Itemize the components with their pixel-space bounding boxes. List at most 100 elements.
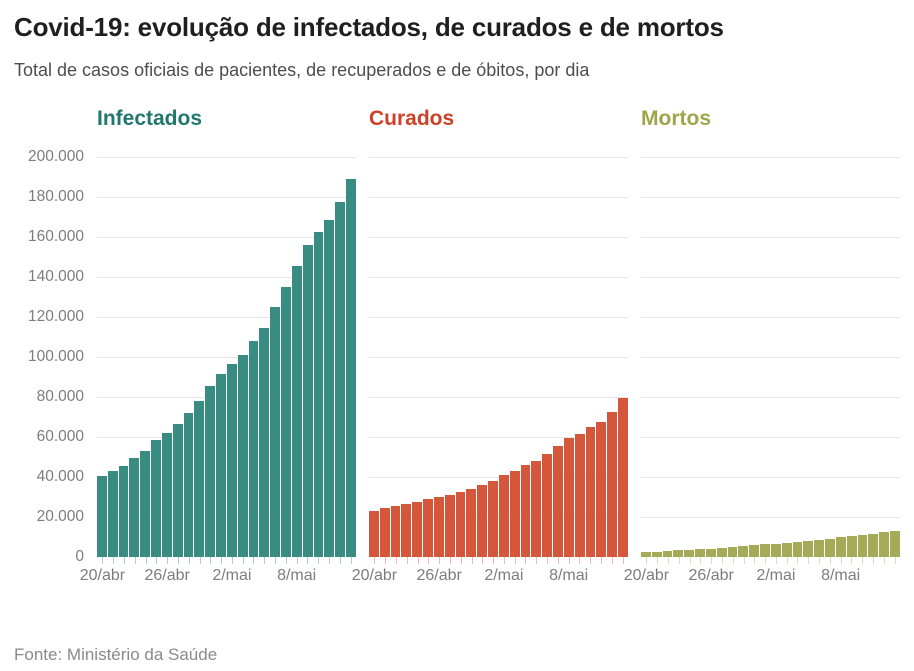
y-axis-label: 0 [75,548,84,565]
x-tick [667,557,669,564]
bar [346,179,356,557]
bar [553,446,563,557]
gridline [641,517,900,518]
x-tick [428,557,430,564]
bar [825,538,835,557]
gridline [641,237,900,238]
panel-title-infectados: Infectados [97,107,203,130]
gridline [97,437,356,438]
x-tick [307,557,309,564]
x-tick [134,557,136,564]
x-tick [525,557,527,564]
x-tick [210,557,212,564]
bar [401,503,412,557]
gridline [641,357,900,358]
x-tick [568,557,570,564]
x-tick [102,557,104,564]
plot-area-mortos [641,157,900,557]
x-tick [786,557,788,564]
bar [369,511,379,557]
x-tick [547,557,549,564]
bar [607,411,618,557]
bar [248,341,259,557]
gridline [369,277,628,278]
x-tick [765,557,767,564]
bar [651,551,662,557]
x-tick [590,557,592,564]
x-tick [557,557,559,564]
x-tick [253,557,255,564]
bar [488,480,498,557]
bar [738,546,749,557]
x-axis-ticks [369,557,628,565]
bar [814,539,825,557]
gridline [641,277,900,278]
x-axis-label: 26/abr [688,567,734,584]
x-axis-label: 26/abr [144,567,190,584]
x-tick [622,557,624,564]
bar [172,424,183,557]
bar [803,541,814,557]
page-title: Covid-19: evolução de infectados, de cur… [14,12,724,42]
bar [835,537,846,557]
bar [444,494,455,557]
panel-head: Curados [369,107,628,157]
bar [466,488,477,557]
bar [574,433,585,557]
bar [890,530,900,557]
plot-area-curados [369,157,628,557]
x-tick [493,557,495,564]
bar [857,534,868,557]
gridline [369,437,628,438]
x-tick [156,557,158,564]
bar [216,373,226,557]
x-axis-labels: 20/abr 26/abr 2/mai 8/mai [80,565,356,591]
y-axis-label: 180.000 [27,188,84,205]
x-tick [123,557,125,564]
x-tick [145,557,147,564]
gridline [97,357,356,358]
y-axis-label: 140.000 [27,268,84,285]
gridline [369,517,628,518]
x-axis-ticks [641,557,900,565]
y-axis-label: 120.000 [27,308,84,325]
x-tick [395,557,397,564]
x-tick [689,557,691,564]
bar [760,544,770,557]
bar [673,550,684,557]
bars-infectados [97,157,356,557]
x-tick [167,557,169,564]
gridline [369,317,628,318]
gridline [369,357,628,358]
x-tick [873,557,875,564]
x-tick [721,557,723,564]
bar [313,231,324,557]
gridline [369,237,628,238]
gridline [369,157,628,158]
x-tick [177,557,179,564]
bar [695,548,705,557]
x-tick [350,557,352,564]
x-tick [700,557,702,564]
bar [563,438,574,557]
y-axis-label: 200.000 [27,148,84,165]
bar [335,201,346,557]
bar [879,532,890,557]
bar [161,433,172,557]
bar [412,501,423,557]
x-tick [883,557,885,564]
x-tick [611,557,613,564]
y-axis-label: 60.000 [36,428,84,445]
x-tick [657,557,659,564]
bar [433,496,444,557]
x-tick [113,557,115,564]
bar [97,475,107,557]
bar [542,454,553,557]
x-tick [829,557,831,564]
x-axis-label: 2/mai [212,567,252,584]
x-axis-ticks [97,557,356,565]
source-note: Fonte: Ministério da Saúde [14,645,218,664]
gridline [97,517,356,518]
x-axis-label: 2/mai [756,567,796,584]
bar [749,545,760,557]
